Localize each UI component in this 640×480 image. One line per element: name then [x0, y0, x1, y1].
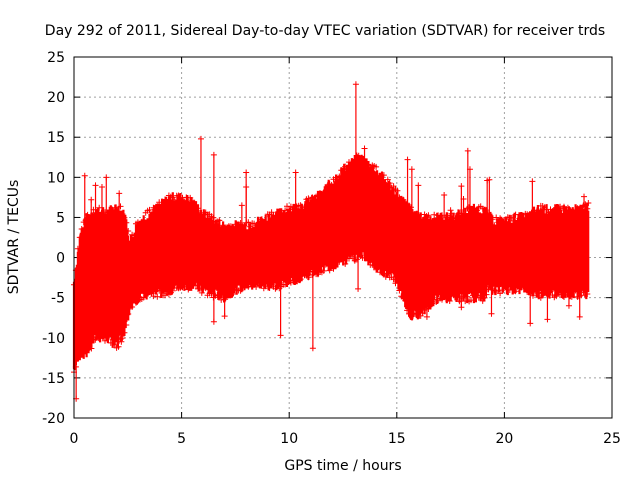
data-point: [458, 183, 465, 214]
data-point: [408, 166, 415, 212]
data-point: [118, 337, 125, 345]
y-tick-label: -15: [42, 371, 65, 387]
data-points: [71, 81, 592, 402]
y-tick-label: -5: [51, 291, 65, 307]
y-tick-label: 25: [47, 50, 65, 66]
data-point: [238, 202, 245, 226]
axis-ticks: 0 5 10 15 20 25 -20 -15 -10 -5 0 5 10 15 20 25: [42, 50, 621, 447]
data-point: [486, 176, 493, 217]
data-point: [88, 196, 95, 214]
data-point: [221, 297, 228, 320]
data-point: [197, 135, 204, 212]
data-point: [415, 182, 422, 218]
data-point: [441, 191, 448, 218]
data-point: [576, 293, 583, 320]
y-tick-label: -10: [42, 331, 65, 347]
data-point: [454, 215, 461, 229]
data-point: [565, 293, 572, 309]
x-tick-label: 15: [388, 431, 406, 447]
x-tick-label: 0: [70, 431, 79, 447]
chart-title: Day 292 of 2011, Sidereal Day-to-day VTE…: [45, 23, 605, 39]
y-tick-label: 0: [56, 251, 65, 267]
data-point: [402, 204, 409, 213]
data-point: [116, 190, 123, 209]
data-point: [210, 151, 217, 222]
data-point: [309, 272, 316, 352]
data-point: [81, 172, 88, 223]
data-point: [342, 166, 349, 173]
data-point: [574, 207, 581, 214]
data-point: [277, 284, 284, 339]
data-point: [464, 147, 471, 212]
x-tick-label: 10: [280, 431, 298, 447]
data-point: [103, 174, 110, 214]
y-tick-label: 15: [47, 130, 65, 146]
data-point: [466, 166, 473, 211]
data-point: [544, 293, 551, 323]
plot-frame: [73, 56, 613, 419]
y-tick-label: 5: [56, 210, 65, 226]
data-point: [243, 169, 250, 226]
y-axis-label: SDTVAR / TECUs: [6, 180, 22, 295]
data-point: [404, 156, 411, 207]
x-tick-label: 20: [495, 431, 513, 447]
data-point: [98, 183, 105, 212]
data-point: [210, 293, 217, 325]
data-point: [529, 178, 536, 213]
data-point: [585, 200, 592, 207]
data-point: [92, 182, 99, 210]
data-point: [355, 254, 362, 292]
data-point: [458, 297, 465, 311]
data-point: [423, 307, 430, 320]
x-tick-label: 25: [603, 431, 621, 447]
y-tick-label: -20: [42, 411, 65, 427]
data-point: [527, 291, 534, 327]
data-point: [361, 145, 368, 160]
y-tick-label: 20: [47, 90, 65, 106]
data-point: [292, 169, 299, 208]
data-point: [447, 207, 454, 218]
x-axis-label: GPS time / hours: [284, 458, 401, 474]
data-point: [460, 195, 467, 213]
data-point: [488, 289, 495, 317]
y-tick-label: 10: [47, 170, 65, 186]
x-tick-label: 5: [177, 431, 186, 447]
data-point: [581, 193, 588, 208]
data-point: [352, 81, 359, 160]
